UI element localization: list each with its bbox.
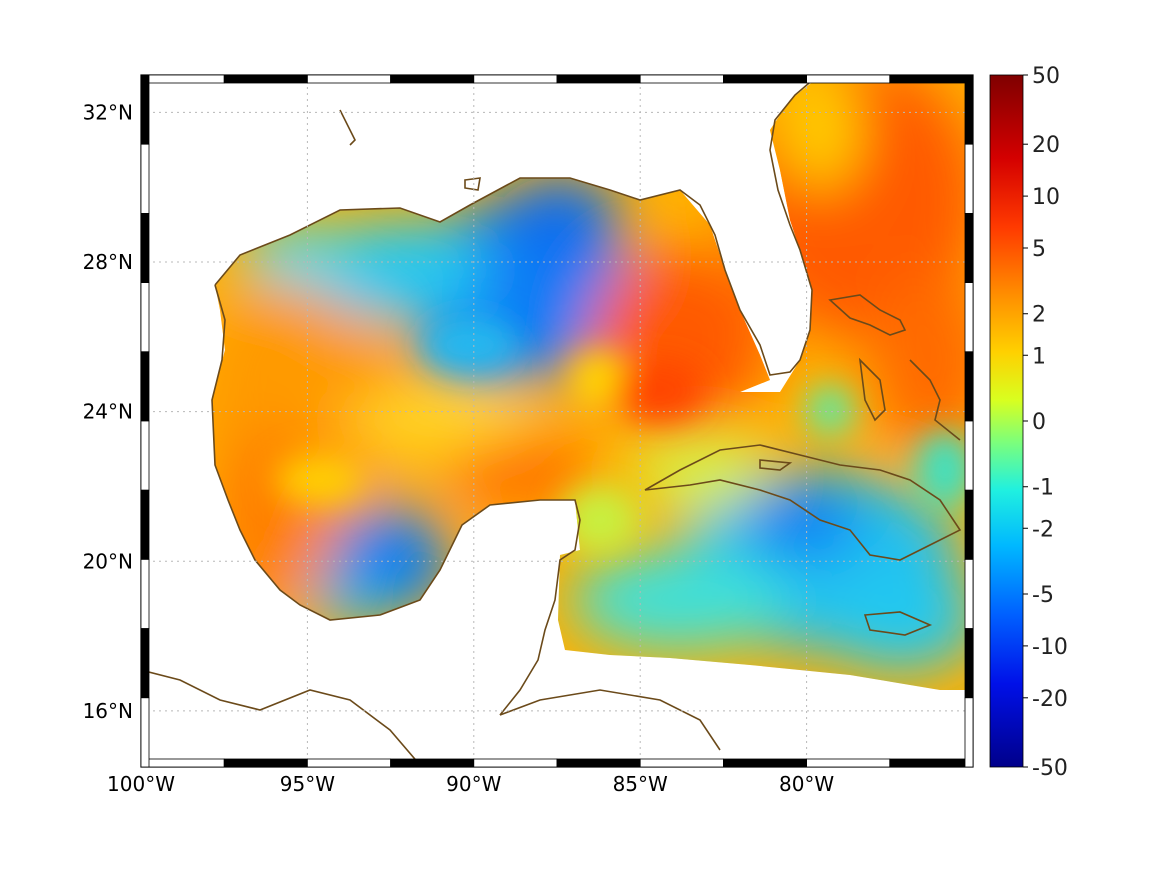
colorbar-gradient [989,74,1024,768]
frame-top-seg [473,74,558,84]
frame-top-seg [723,74,808,84]
x-tick-label: 95°W [280,772,335,796]
frame-top-seg [889,74,974,84]
frame-right-seg [964,74,974,145]
frame-top-seg [390,74,475,84]
frame-left-seg [140,282,150,353]
x-tick-label: 90°W [446,772,501,796]
frame-right-seg [964,489,974,560]
data-field [212,80,965,690]
colorbar-tick-label: 20 [1032,133,1060,158]
frame-right-seg [964,628,974,699]
colorbar-tick-label: -20 [1032,687,1068,712]
colorbar-tick-label: -50 [1032,756,1068,781]
frame-left-seg [140,697,150,768]
frame-left-seg [140,351,150,422]
colorbar-tick-label: -10 [1032,635,1068,660]
x-tick-label: 100°W [107,772,175,796]
frame-right-seg [964,420,974,491]
frame-left-seg [140,628,150,699]
frame-top-seg [639,74,724,84]
frame-right-seg [964,143,974,214]
frame-bottom-seg [140,758,225,768]
frame-bottom-seg [639,758,724,768]
frame-top-seg [140,74,225,84]
colorbar-tick-label: 2 [1032,303,1046,328]
frame-right-seg [964,559,974,630]
map-frame [140,74,974,768]
frame-bottom-seg [473,758,558,768]
frame-left-seg [140,143,150,214]
frame-top-seg [223,74,308,84]
frame-left-seg [140,74,150,145]
frame-bottom-seg [806,758,891,768]
colorbar-tick-label: 0 [1032,410,1046,435]
frame-left-seg [140,559,150,630]
y-tick-label: 28°N [83,250,133,274]
frame-top-seg [556,74,641,84]
y-tick-label: 20°N [83,549,133,573]
frame-right-seg [964,351,974,422]
colorbar-tick-label: 1 [1032,344,1046,369]
frame-bottom-seg [723,758,808,768]
frame-right-seg [964,212,974,283]
colorbar-tick-label: -5 [1032,583,1054,608]
y-axis-labels: 32°N 28°N 24°N 20°N 16°N [83,100,133,722]
colorbar-tick-label: 10 [1032,185,1060,210]
graticule [141,75,973,767]
x-tick-label: 85°W [613,772,668,796]
frame-right-seg [964,697,974,768]
colorbar-tick-label: -1 [1032,476,1054,501]
colorbar-tick-label: 5 [1032,237,1046,262]
y-tick-label: 32°N [83,100,133,124]
colorbar-tick-label: -2 [1032,517,1054,542]
frame-left-seg [140,420,150,491]
frame-top-seg [306,74,391,84]
y-tick-label: 16°N [83,699,133,723]
frame-left-seg [140,489,150,560]
y-tick-label: 24°N [83,400,133,424]
frame-bottom-seg [889,758,974,768]
frame-bottom-seg [556,758,641,768]
colorbar-tick-label: 50 [1032,64,1060,89]
frame-bottom-seg [390,758,475,768]
frame-bottom-seg [223,758,308,768]
coastlines [141,77,962,766]
frame-top-seg [806,74,891,84]
frame-right-seg [964,282,974,353]
frame-bottom-seg [306,758,391,768]
frame-left-seg [140,212,150,283]
x-tick-label: 80°W [779,772,834,796]
x-axis-labels: 100°W 95°W 90°W 85°W 80°W [107,772,834,796]
